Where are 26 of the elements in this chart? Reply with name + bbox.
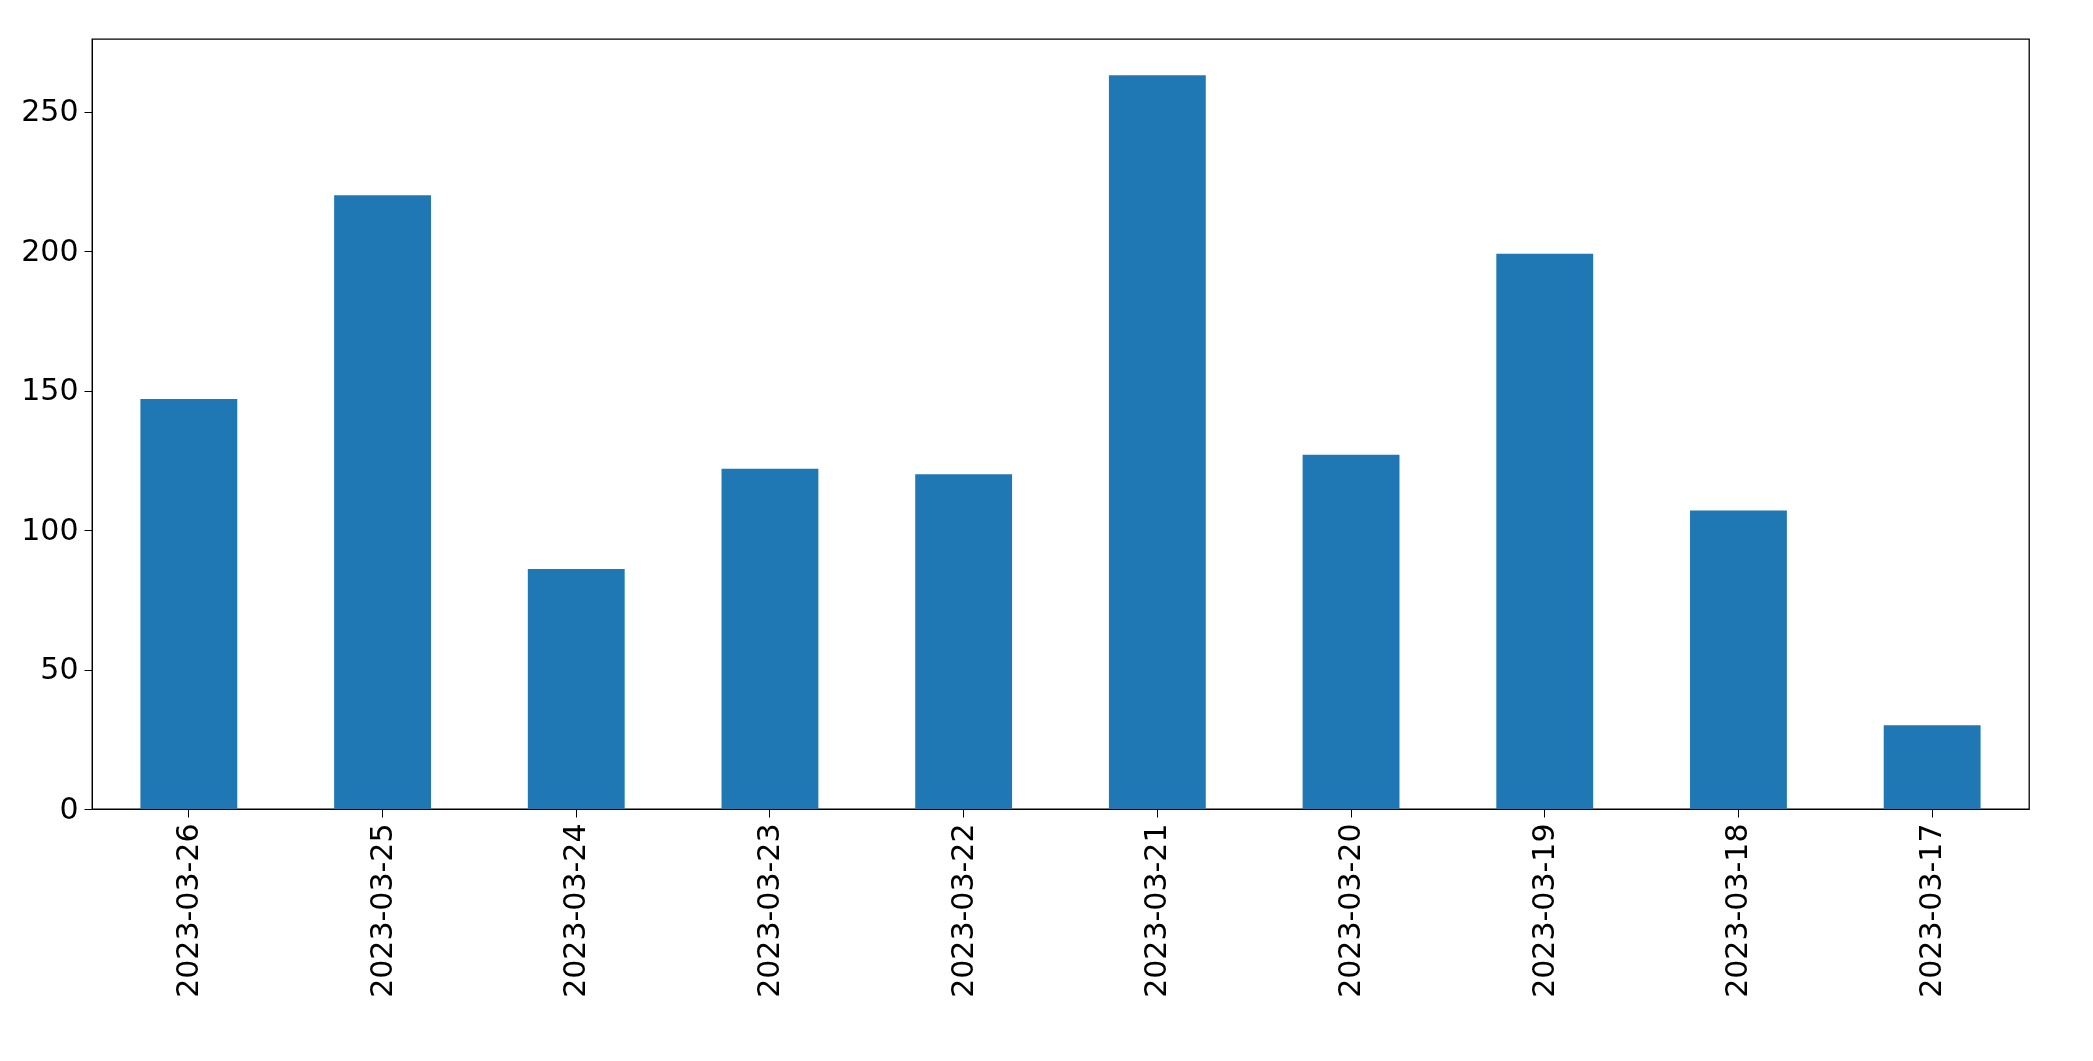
bar <box>915 474 1013 809</box>
y-tick-label: 100 <box>21 511 79 547</box>
bar <box>527 569 625 809</box>
y-tick-label: 0 <box>59 790 79 826</box>
bar <box>1883 725 1981 809</box>
y-tick-label: 250 <box>21 93 79 129</box>
bar <box>1496 253 1594 809</box>
bar <box>140 398 238 809</box>
x-tick-label: 2023-03-17 <box>1913 823 1949 998</box>
bar <box>1108 75 1206 809</box>
y-tick-label: 200 <box>21 232 79 268</box>
y-tick-label: 150 <box>21 372 79 408</box>
x-tick-label: 2023-03-21 <box>1138 823 1174 998</box>
bar <box>334 195 431 809</box>
bar <box>1302 454 1400 809</box>
x-tick-label: 2023-03-18 <box>1719 823 1755 998</box>
x-tick-label: 2023-03-23 <box>750 823 786 998</box>
x-tick-label: 2023-03-26 <box>169 823 205 998</box>
y-tick-label: 50 <box>40 651 79 687</box>
x-tick-label: 2023-03-25 <box>363 823 399 998</box>
bar <box>1690 510 1787 809</box>
x-tick-label: 2023-03-20 <box>1332 823 1368 998</box>
bar <box>721 468 819 809</box>
x-tick-label: 2023-03-19 <box>1525 823 1561 998</box>
x-tick-label: 2023-03-22 <box>944 823 980 998</box>
x-tick-label: 2023-03-24 <box>557 823 593 998</box>
